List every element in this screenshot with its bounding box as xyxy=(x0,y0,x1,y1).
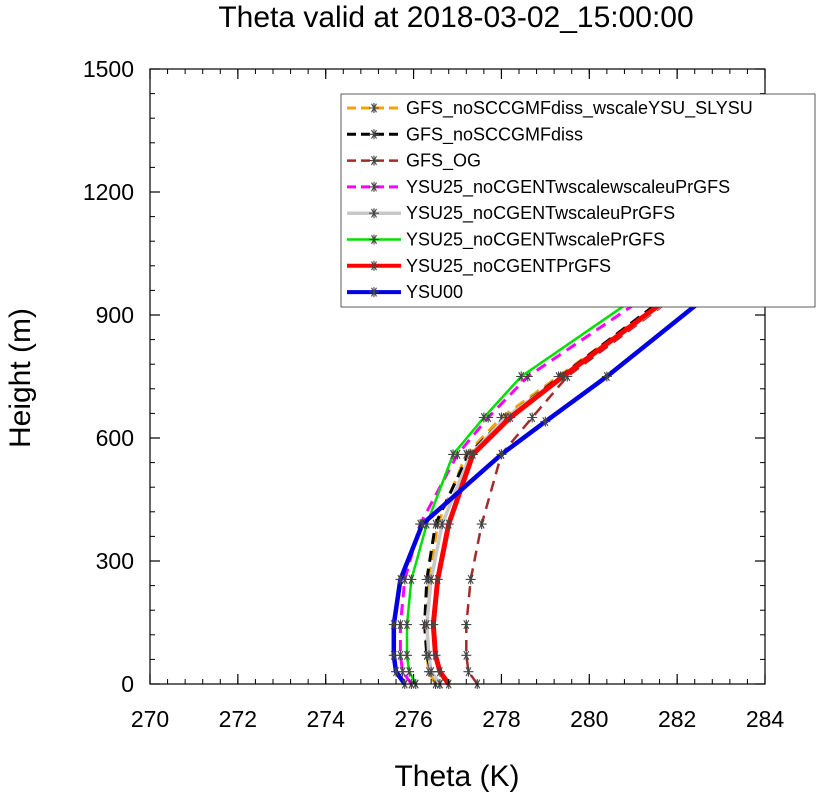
x-tick-label: 272 xyxy=(219,706,257,732)
legend-label: YSU00 xyxy=(406,282,463,302)
data-point-marker xyxy=(406,574,417,585)
legend-label: YSU25_noCGENTwscalewscaleuPrGFS xyxy=(406,177,730,198)
x-tick-label: 282 xyxy=(658,706,696,732)
y-tick-label: 0 xyxy=(121,671,134,697)
data-point-marker xyxy=(522,371,533,382)
x-tick-label: 284 xyxy=(746,706,785,732)
legend-label: YSU25_noCGENTwscalePrGFS xyxy=(406,230,665,251)
legend-label: YSU25_noCGENTwscaleuPrGFS xyxy=(406,203,675,224)
data-point-marker xyxy=(395,574,406,585)
data-point-marker xyxy=(505,412,516,423)
data-point-marker xyxy=(421,619,432,630)
axes-layer: 270 272 274 276 278 280 282 284 0 300 600 900 1200 15… xyxy=(83,56,785,732)
data-point-marker xyxy=(428,619,439,630)
data-point-marker xyxy=(478,412,489,423)
data-point-marker xyxy=(476,519,487,530)
legend: GFS_noSCCGMFdiss_wscaleYSU_SLYSU GFS_noSC… xyxy=(340,93,816,308)
data-point-marker xyxy=(391,666,401,677)
series-layer xyxy=(388,191,770,689)
chart-title: Theta valid at 2018-03-02_15:00:00 xyxy=(218,1,693,34)
y-tick-label: 600 xyxy=(96,425,134,451)
x-tick-label: 270 xyxy=(131,706,169,732)
legend-marker xyxy=(369,208,379,219)
legend-marker xyxy=(369,234,379,245)
data-point-marker xyxy=(404,666,415,677)
data-point-marker xyxy=(601,371,612,382)
y-tick-label: 1500 xyxy=(83,56,134,82)
legend-marker xyxy=(369,129,379,140)
data-point-marker xyxy=(417,519,428,530)
legend-label: YSU25_noCGENTPrGFS xyxy=(406,256,611,277)
data-point-marker xyxy=(426,666,437,677)
legend-box xyxy=(340,93,816,308)
data-point-marker xyxy=(401,650,412,661)
legend-marker xyxy=(369,287,379,298)
legend-label: GFS_noSCCGMFdiss_wscaleYSU_SLYSU xyxy=(406,98,753,119)
data-point-marker xyxy=(461,619,472,630)
legend-marker xyxy=(369,181,379,192)
legend-label: GFS_noSCCGMFdiss xyxy=(406,124,583,145)
data-point-marker xyxy=(426,574,437,585)
data-point-marker xyxy=(448,449,459,460)
plot-border xyxy=(149,68,766,685)
x-tick-label: 274 xyxy=(307,706,346,732)
data-point-marker xyxy=(430,650,441,661)
data-point-marker xyxy=(430,519,441,530)
x-tick-label: 276 xyxy=(394,706,432,732)
y-tick-label: 900 xyxy=(96,302,134,328)
x-tick-label: 280 xyxy=(570,706,608,732)
data-point-marker xyxy=(443,519,454,530)
data-point-marker xyxy=(527,412,538,423)
y-tick-label: 1200 xyxy=(83,179,134,205)
legend-marker xyxy=(369,260,379,271)
data-point-marker xyxy=(397,666,408,677)
y-tick-label: 300 xyxy=(96,548,134,574)
data-point-marker xyxy=(423,650,434,661)
data-point-marker xyxy=(461,650,472,661)
legend-marker xyxy=(369,103,379,113)
data-point-marker xyxy=(516,371,527,382)
data-point-marker xyxy=(437,519,448,530)
y-axis-label: Height (m) xyxy=(4,308,37,448)
data-point-marker xyxy=(496,449,507,460)
data-point-marker xyxy=(467,449,478,460)
data-point-marker xyxy=(540,416,551,427)
legend-label: GFS_OG xyxy=(406,151,481,172)
data-point-marker xyxy=(432,574,443,585)
data-point-marker xyxy=(388,619,399,630)
legend-marker xyxy=(369,155,379,166)
data-point-marker xyxy=(395,619,406,630)
x-axis-label: Theta (K) xyxy=(394,760,519,793)
data-point-marker xyxy=(401,619,412,630)
data-point-marker xyxy=(395,650,406,661)
data-point-marker xyxy=(557,371,568,382)
data-point-marker xyxy=(388,650,399,661)
x-tick-label: 278 xyxy=(482,706,520,732)
data-point-marker xyxy=(463,666,474,677)
data-point-marker xyxy=(465,574,476,585)
data-point-marker xyxy=(434,666,445,677)
